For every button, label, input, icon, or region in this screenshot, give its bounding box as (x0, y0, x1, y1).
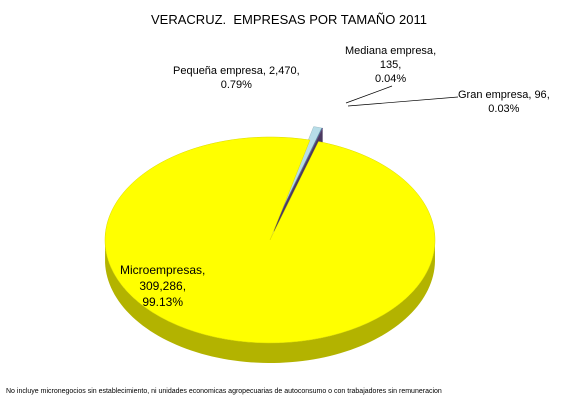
label-part: 309,286 (139, 279, 186, 293)
label-part: 2,470 (269, 65, 300, 77)
label-part: Microempresas (120, 263, 205, 277)
data-label: Gran empresa 96 0.03% (458, 88, 550, 116)
data-label: Mediana empresa 135 0.04% (345, 44, 436, 86)
chart-title: VERACRUZ. EMPRESAS POR TAMAÑO 2011 (151, 12, 427, 27)
label-part: 96 (534, 89, 549, 101)
slice-side (105, 241, 435, 363)
footnote: No incluye micronegocios sin establecimi… (6, 388, 442, 395)
data-label: Pequeña empresa 2,470 0.79% (173, 64, 300, 92)
label-part: 99.13% (142, 295, 184, 309)
slice (273, 126, 322, 227)
label-part: Mediana empresa (345, 45, 436, 57)
label-part: 0.79% (220, 79, 252, 91)
leader-line (345, 85, 393, 104)
label-part: Pequeña empresa (173, 65, 266, 77)
slice (273, 127, 324, 227)
label-part: 0.04% (374, 73, 407, 85)
label-part: Gran empresa (458, 89, 531, 101)
data-label: Microempresas 309,286 99.13% (120, 262, 205, 310)
leader-line (347, 96, 459, 107)
label-part: 0.03% (488, 103, 520, 115)
slice (104, 136, 436, 344)
label-part: 135 (380, 59, 401, 71)
